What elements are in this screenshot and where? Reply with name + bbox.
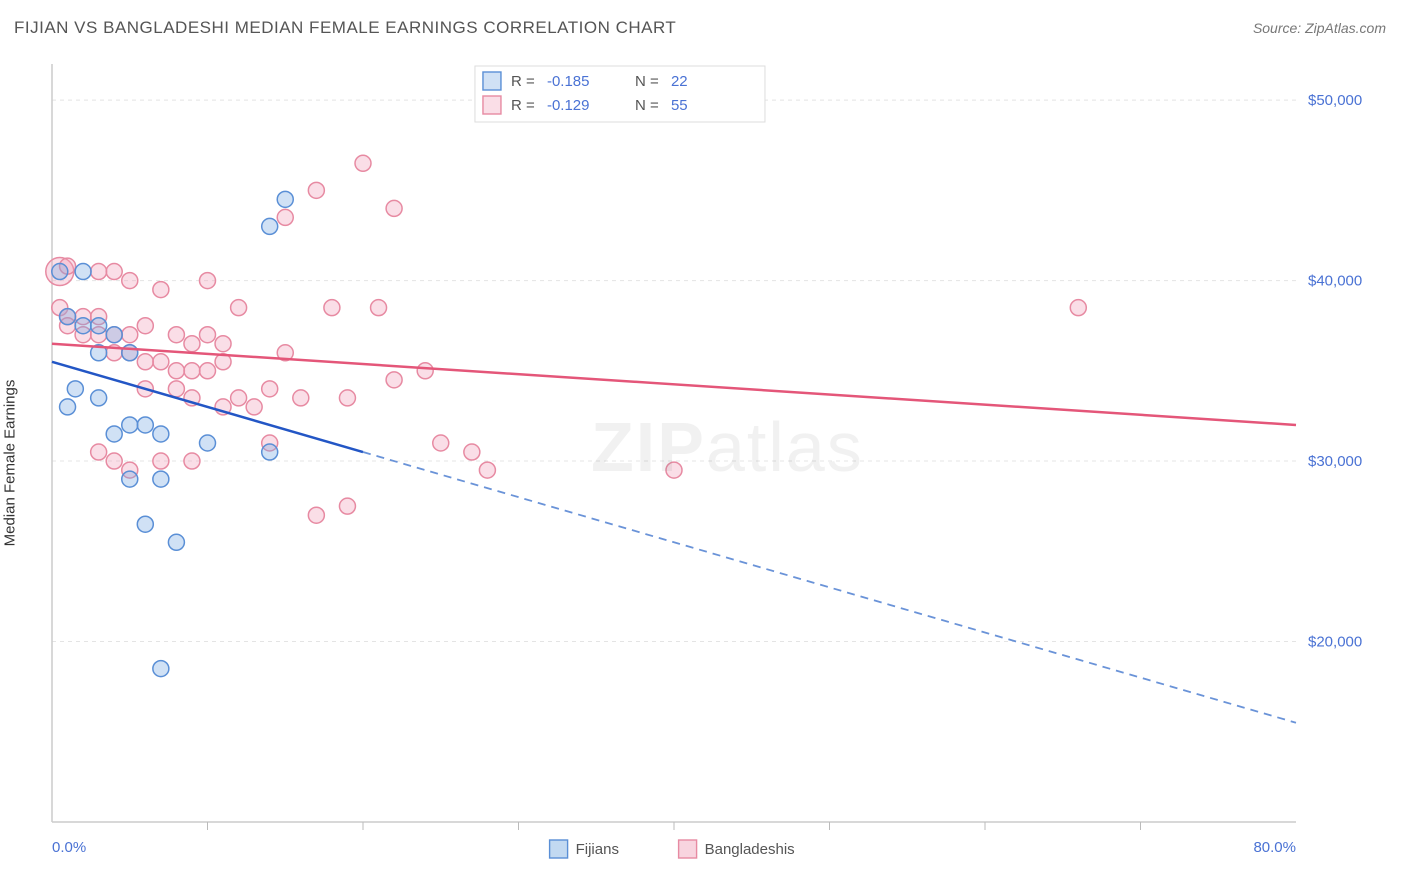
trend-line-dashed — [363, 452, 1296, 723]
scatter-point — [106, 426, 122, 442]
scatter-point — [479, 462, 495, 478]
scatter-point — [277, 209, 293, 225]
scatter-point — [666, 462, 682, 478]
scatter-point — [231, 390, 247, 406]
y-tick-label: $30,000 — [1308, 453, 1362, 470]
legend-n-value: 22 — [671, 73, 688, 90]
scatter-point — [168, 363, 184, 379]
y-tick-label: $50,000 — [1308, 92, 1362, 109]
scatter-point — [168, 381, 184, 397]
scatter-point — [122, 345, 138, 361]
scatter-point — [184, 363, 200, 379]
legend-r-value: -0.129 — [547, 97, 590, 114]
legend-r-label: R = — [511, 97, 535, 114]
x-min-label: 0.0% — [52, 839, 86, 856]
scatter-point — [371, 300, 387, 316]
scatter-point — [231, 300, 247, 316]
scatter-point — [200, 327, 216, 343]
scatter-point — [293, 390, 309, 406]
legend-n-label: N = — [635, 73, 659, 90]
scatter-point — [200, 273, 216, 289]
scatter-point — [75, 318, 91, 334]
y-tick-label: $20,000 — [1308, 634, 1362, 651]
scatter-point — [122, 471, 138, 487]
legend-swatch — [483, 72, 501, 90]
scatter-point — [122, 417, 138, 433]
scatter-point — [60, 399, 76, 415]
scatter-point — [91, 390, 107, 406]
scatter-point — [386, 200, 402, 216]
chart-header: FIJIAN VS BANGLADESHI MEDIAN FEMALE EARN… — [0, 0, 1406, 48]
legend-r-label: R = — [511, 73, 535, 90]
scatter-point — [153, 354, 169, 370]
series-legend-label: Bangladeshis — [705, 841, 795, 858]
scatter-point — [433, 435, 449, 451]
series-legend-swatch — [679, 840, 697, 858]
scatter-point — [52, 264, 68, 280]
legend-swatch — [483, 96, 501, 114]
scatter-point — [339, 498, 355, 514]
scatter-point — [215, 336, 231, 352]
scatter-point — [122, 273, 138, 289]
scatter-point — [339, 390, 355, 406]
scatter-point — [200, 435, 216, 451]
scatter-chart: $20,000 $30,000 $40,000 $50,000 0.0% 80.0% R =… — [14, 54, 1386, 872]
scatter-point — [137, 354, 153, 370]
scatter-point — [417, 363, 433, 379]
scatter-point — [262, 444, 278, 460]
scatter-point — [106, 264, 122, 280]
scatter-point — [308, 182, 324, 198]
scatter-point — [355, 155, 371, 171]
scatter-point — [464, 444, 480, 460]
chart-source: Source: ZipAtlas.com — [1253, 20, 1386, 36]
legend-n-label: N = — [635, 97, 659, 114]
scatter-point — [153, 426, 169, 442]
scatter-point — [153, 453, 169, 469]
series-legend-label: Fijians — [576, 841, 619, 858]
scatter-point — [122, 327, 138, 343]
scatter-point — [308, 507, 324, 523]
scatter-point — [168, 534, 184, 550]
scatter-point — [106, 327, 122, 343]
y-tick-label: $40,000 — [1308, 273, 1362, 290]
trend-line-solid — [52, 344, 1296, 425]
legend-r-value: -0.185 — [547, 73, 590, 90]
scatter-point — [277, 191, 293, 207]
scatter-point — [91, 318, 107, 334]
scatter-point — [153, 661, 169, 677]
scatter-point — [246, 399, 262, 415]
scatter-point — [324, 300, 340, 316]
scatter-point — [1070, 300, 1086, 316]
legend-n-value: 55 — [671, 97, 688, 114]
scatter-point — [137, 417, 153, 433]
scatter-point — [153, 282, 169, 298]
scatter-point — [262, 218, 278, 234]
scatter-point — [184, 453, 200, 469]
scatter-point — [200, 363, 216, 379]
series-legend-swatch — [550, 840, 568, 858]
scatter-point — [184, 336, 200, 352]
scatter-point — [386, 372, 402, 388]
y-axis-label: Median Female Earnings — [2, 380, 19, 547]
scatter-point — [137, 516, 153, 532]
scatter-point — [262, 381, 278, 397]
chart-title: FIJIAN VS BANGLADESHI MEDIAN FEMALE EARN… — [14, 18, 676, 38]
scatter-point — [91, 264, 107, 280]
scatter-point — [91, 444, 107, 460]
scatter-point — [153, 471, 169, 487]
x-max-label: 80.0% — [1253, 839, 1296, 856]
scatter-point — [168, 327, 184, 343]
scatter-point — [106, 453, 122, 469]
plot-area: Median Female Earnings ZIPatlas $20,000$… — [14, 54, 1386, 872]
scatter-point — [60, 309, 76, 325]
scatter-point — [67, 381, 83, 397]
scatter-point — [75, 264, 91, 280]
scatter-point — [137, 318, 153, 334]
